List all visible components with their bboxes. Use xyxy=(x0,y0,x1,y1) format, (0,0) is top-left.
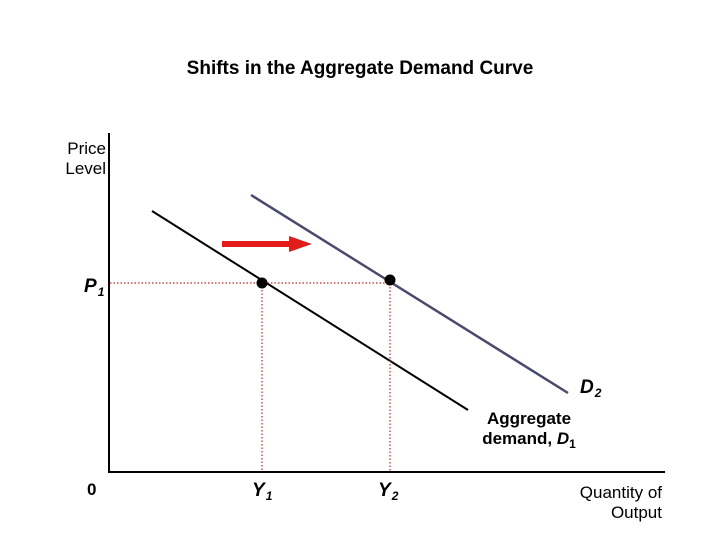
origin-label: 0 xyxy=(87,480,97,499)
shift-arrow-head xyxy=(289,236,312,252)
y2-label-sub: 2 xyxy=(391,489,399,503)
y2-label-base: Y xyxy=(378,480,391,501)
demand-curve-d1 xyxy=(151,210,469,411)
diagram-title: Shifts in the Aggregate Demand Curve xyxy=(186,58,534,79)
x-axis-label: Quantity of Output xyxy=(520,483,662,523)
demand-curve-d2 xyxy=(250,193,569,395)
d1-label-line2: demand, D1 xyxy=(470,429,588,454)
y1-label: Y1 xyxy=(252,480,272,503)
point-p1-y1 xyxy=(256,277,268,289)
d1-label-text: demand, xyxy=(482,429,557,448)
x-axis-label-line1: Quantity of xyxy=(579,483,662,502)
p1-label-sub: 1 xyxy=(97,285,105,299)
d1-label-sub: 1 xyxy=(569,437,576,451)
d2-label-sub: 2 xyxy=(594,386,602,400)
x-axis-label-line2: Output xyxy=(610,503,662,522)
y-axis-label-line2: Level xyxy=(65,159,106,178)
point-p1-y2 xyxy=(384,274,396,286)
y-axis-label-line1: Price xyxy=(67,139,106,158)
y1-label-base: Y xyxy=(252,480,265,501)
y-axis-label: Price Level xyxy=(44,139,106,179)
y1-label-sub: 1 xyxy=(265,489,273,503)
d1-label-prefix: Aggregate xyxy=(486,409,572,428)
d1-label-sym: D xyxy=(556,429,570,448)
y2-label: Y2 xyxy=(378,480,398,503)
d1-label: Aggregate demand, D1 xyxy=(470,409,588,454)
d2-label-base: D xyxy=(580,377,594,398)
p1-label: P1 xyxy=(84,276,104,299)
d2-label: D2 xyxy=(580,377,601,400)
p1-label-base: P xyxy=(84,276,97,297)
